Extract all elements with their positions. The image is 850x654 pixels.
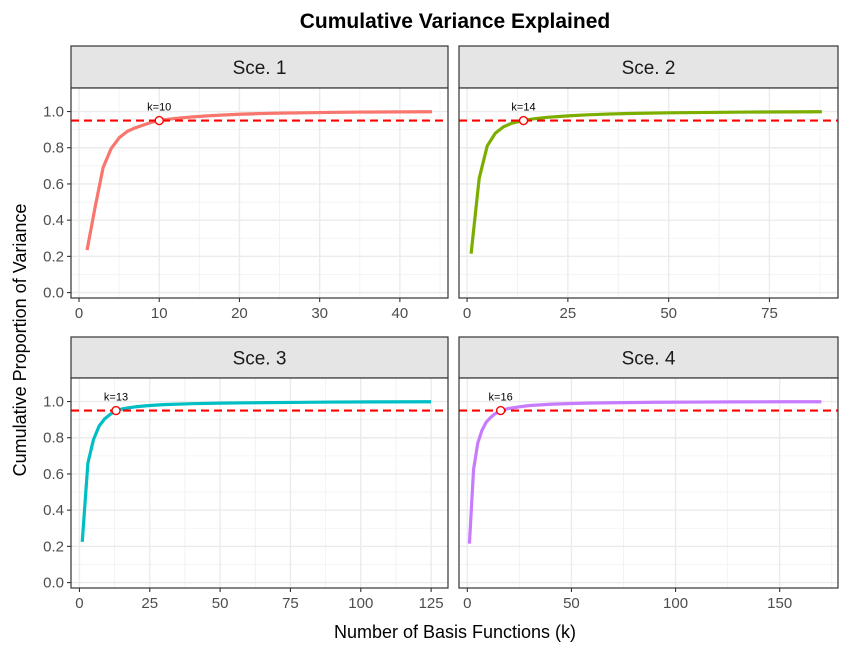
facet-panel-3: Sce. 3 k=13 0 25 50 75 100 125 0.0 0.2 0.4 0.6 0.8 1.… [43, 336, 449, 612]
strip-background [458, 336, 839, 379]
facet-panel-4: Sce. 4 k=16 0 50 100 150 [458, 336, 839, 612]
strip-background [70, 45, 449, 89]
facet-panels: Sce. 1k=100 10 20 30 400.00.20.40.60.81.0Sce… [43, 45, 839, 612]
x-tick-label: 50 [212, 595, 229, 612]
series-line-1 [85, 110, 432, 251]
x-tick-label: 10 [151, 305, 168, 322]
y-tick-label: 0.4 [43, 502, 64, 519]
y-tick-label: 0.2 [43, 248, 64, 265]
k-marker [111, 405, 121, 416]
y-tick-label: 1.0 [43, 394, 64, 411]
x-tick-label: 25 [141, 595, 158, 612]
panel-border [458, 377, 839, 589]
y-tick-label: 0.8 [43, 140, 64, 157]
facet-panel-1: Sce. 1 k=10 0 10 20 30 40 0.0 0.2 0.4 0.6 0.8 1.0 [43, 45, 449, 322]
y-tick-label: 0.0 [43, 575, 64, 592]
k-annotation: k=16 [489, 392, 513, 404]
x-tick-label: 125 [419, 595, 444, 612]
strip-label: Sce. 2 [622, 58, 676, 79]
y-tick-label: 0.6 [43, 176, 64, 193]
x-tick-label: 30 [311, 305, 328, 322]
panel-border [70, 377, 449, 589]
facet-panel-2: Sce. 2 k=14 0 25 50 75 [458, 45, 839, 322]
x-tick-label: 0 [463, 595, 471, 612]
x-tick-label: 75 [761, 305, 778, 322]
series-line-3 [80, 400, 432, 542]
series-line-2 [469, 110, 822, 254]
strip-label: Sce. 1 [233, 58, 287, 79]
plot-background [71, 378, 448, 588]
x-tick-label: 50 [660, 305, 677, 322]
y-tick-label: 1.0 [43, 104, 64, 121]
k-marker [518, 115, 529, 126]
x-tick-label: 20 [231, 305, 248, 322]
x-tick-label: 100 [348, 595, 373, 612]
plot-background [71, 88, 448, 298]
y-tick-label: 0.2 [43, 538, 64, 555]
k-marker [154, 115, 164, 126]
strip-label: Sce. 4 [622, 349, 676, 370]
x-tick-label: 40 [392, 305, 409, 322]
series-line-4 [467, 400, 822, 544]
x-tick-label: 50 [563, 595, 580, 612]
chart-title: Cumulative Variance Explained [300, 10, 610, 33]
strip-background [70, 336, 449, 379]
y-tick-label: 0.4 [43, 212, 64, 229]
y-tick-label: 0.6 [43, 466, 64, 483]
x-tick-label: 75 [282, 595, 299, 612]
plot-background [459, 378, 838, 588]
x-axis-title: Number of Basis Functions (k) [334, 622, 576, 642]
x-tick-label: 0 [463, 305, 471, 322]
y-tick-label: 0.0 [43, 285, 64, 302]
y-tick-label: 0.8 [43, 430, 64, 447]
y-axis-title: Cumulative Proportion of Variance [10, 204, 30, 477]
k-annotation: k=14 [511, 102, 535, 114]
k-annotation: k=10 [147, 102, 171, 114]
k-annotation: k=13 [104, 392, 128, 404]
panel-border [70, 87, 449, 299]
x-tick-label: 150 [767, 595, 792, 612]
x-tick-label: 0 [75, 595, 83, 612]
x-tick-label: 100 [663, 595, 688, 612]
x-tick-label: 0 [75, 305, 83, 322]
panel-border [458, 87, 839, 299]
x-tick-label: 25 [560, 305, 577, 322]
k-marker [495, 405, 506, 416]
strip-label: Sce. 3 [233, 349, 287, 370]
